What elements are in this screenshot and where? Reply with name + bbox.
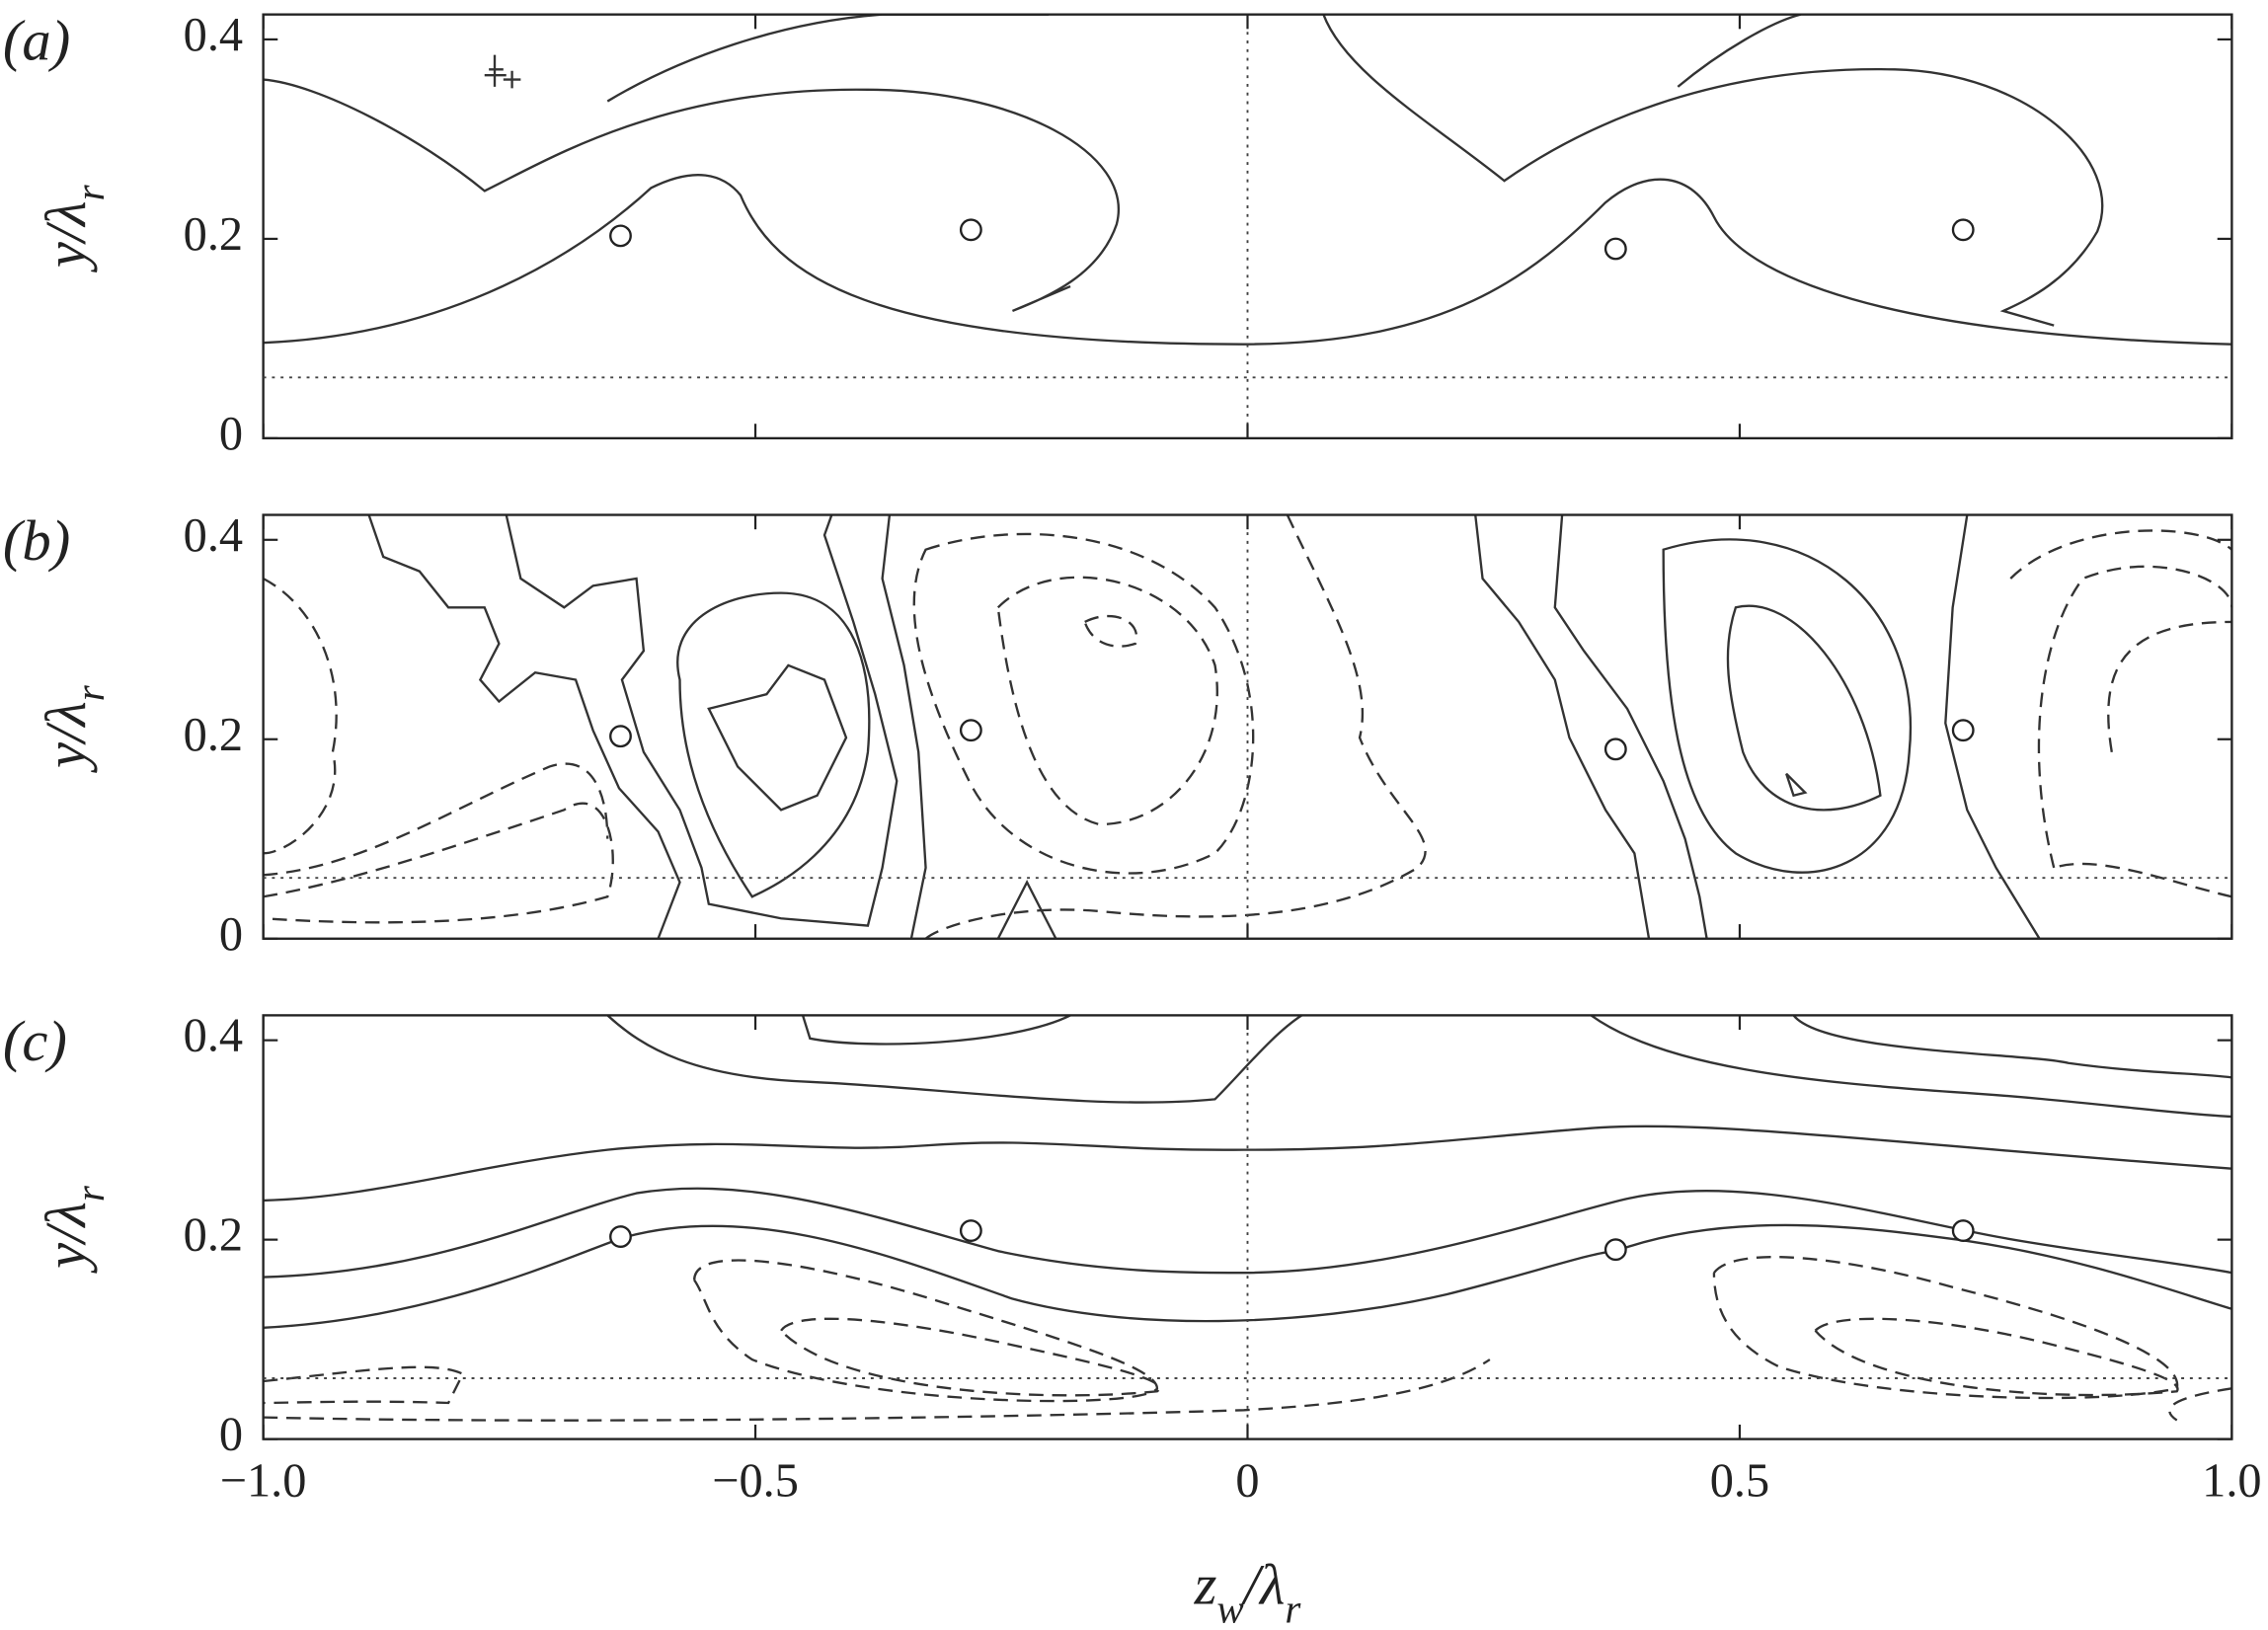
axis-label-part: z <box>1194 1553 1217 1617</box>
marker <box>609 725 632 748</box>
axis-label: y/λr <box>35 684 114 773</box>
axis-label: y/λr <box>35 184 114 272</box>
y-tick-label: 0.2 <box>184 709 243 761</box>
y-tick-label: 0.4 <box>184 9 243 61</box>
panel-label: (b) <box>3 508 70 573</box>
contour-lines <box>263 13 2232 346</box>
axis-label-part: r <box>68 684 114 701</box>
x-tick-label: −1.0 <box>220 1455 307 1508</box>
panel-label: (a) <box>3 8 70 72</box>
axis-label: y/λr <box>35 1185 114 1274</box>
x-tick-label: 1.0 <box>2202 1455 2261 1508</box>
marker <box>1951 218 1975 242</box>
x-tick-label: −0.5 <box>712 1455 799 1508</box>
marker <box>1603 737 1627 761</box>
y-tick-label: 0 <box>219 1409 243 1461</box>
marker <box>609 224 632 248</box>
y-tick-label: 0 <box>219 408 243 460</box>
axis-label-part: y/λ <box>35 701 99 773</box>
x-tick-label: 0.5 <box>1710 1455 1769 1508</box>
x-tick-label: 0 <box>1235 1455 1259 1508</box>
axis-label-part: w <box>1216 1587 1244 1630</box>
axis-label-part: r <box>68 184 114 200</box>
y-tick-label: 0.4 <box>184 1010 243 1062</box>
marker <box>959 719 982 742</box>
marker <box>1951 1219 1975 1242</box>
marker <box>1603 237 1627 261</box>
axis-label: zw/λr <box>1194 1553 1302 1630</box>
axis-label-part: y/λ <box>35 1202 99 1274</box>
contour-lines <box>263 514 2233 940</box>
axis-label-part: r <box>1285 1587 1301 1630</box>
axis-label-part: /λ <box>1241 1553 1286 1617</box>
y-tick-label: 0 <box>219 908 243 961</box>
marker <box>609 1225 632 1249</box>
axis-label-part: r <box>68 1185 114 1202</box>
y-tick-label: 0.4 <box>184 509 243 562</box>
axis-label-part: y/λ <box>35 200 99 272</box>
marker <box>959 1219 982 1242</box>
y-tick-label: 0.2 <box>184 208 243 261</box>
y-tick-label: 0.2 <box>184 1209 243 1262</box>
panel-label: (c) <box>3 1009 67 1073</box>
marker <box>1951 719 1975 742</box>
marker <box>959 218 982 242</box>
marker <box>1603 1238 1627 1262</box>
